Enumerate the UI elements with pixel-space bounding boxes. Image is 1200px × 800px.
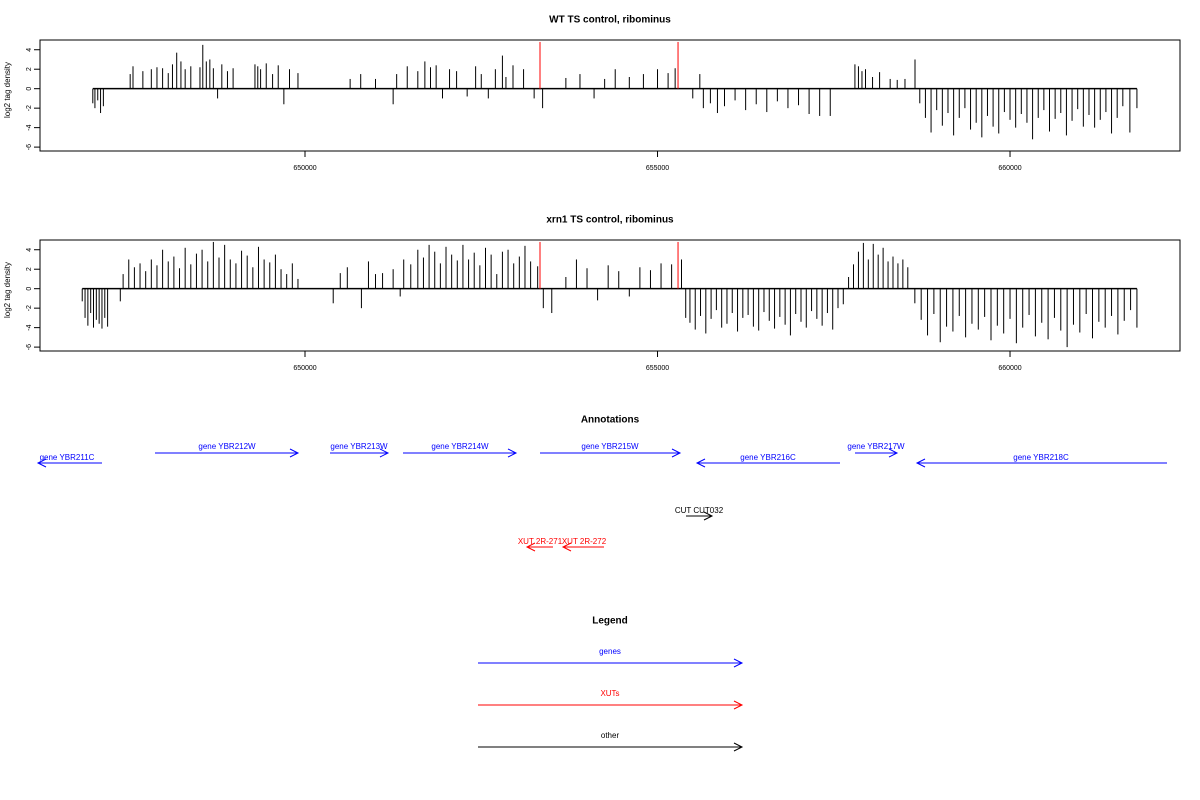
y-axis-label: log2 tag density: [3, 262, 12, 318]
y-tick-label: -4: [26, 124, 33, 130]
y-tick-label: 0: [26, 87, 33, 91]
annotation-label: gene YBR216C: [740, 453, 796, 462]
y-tick-label: 4: [26, 248, 33, 252]
y-tick-label: 2: [26, 67, 33, 71]
y-axis-label: log2 tag density: [3, 62, 12, 118]
annotation-label: gene YBR212W: [198, 442, 256, 451]
y-tick-label: 0: [26, 287, 33, 291]
annotation-arrow-head: [671, 448, 682, 458]
legend-arrow-head: [733, 658, 744, 668]
chart-title: WT TS control, ribominus: [549, 15, 671, 26]
legend-arrow-head: [733, 742, 744, 752]
annotation-arrow-head: [561, 542, 572, 552]
annotation-label: gene YBR218C: [1013, 453, 1069, 462]
annotations-title: Annotations: [581, 415, 640, 426]
y-tick-label: -6: [26, 144, 33, 150]
legend-arrow-head: [733, 700, 744, 710]
plot-frame: [39, 39, 1181, 152]
legend-label: genes: [599, 647, 621, 656]
x-tick-label: 650000: [293, 165, 316, 172]
annotation-arrow-head: [507, 448, 518, 458]
annotation-label: gene YBR213W: [330, 442, 388, 451]
y-tick-label: -2: [26, 105, 33, 111]
annotation-arrow-head: [695, 458, 706, 468]
chart-title: xrn1 TS control, ribominus: [546, 215, 674, 226]
annotation-arrow-head: [379, 448, 390, 458]
x-tick-label: 660000: [998, 365, 1021, 372]
annotation-label: gene YBR215W: [581, 442, 639, 451]
annotation-label: CUT CUT032: [675, 506, 724, 515]
annotation-arrow-head: [36, 458, 47, 468]
x-tick-label: 655000: [646, 165, 669, 172]
x-tick-label: 650000: [293, 365, 316, 372]
annotation-label: gene YBR211C: [40, 453, 95, 462]
y-tick-label: -6: [26, 344, 33, 350]
y-tick-label: -2: [26, 305, 33, 311]
annotation-label: XUT 2R-272: [562, 537, 607, 546]
annotation-arrow-head: [888, 448, 899, 458]
annotation-arrow-head: [915, 458, 926, 468]
y-tick-label: -4: [26, 324, 33, 330]
annotation-label: XUT 2R-271: [518, 537, 563, 546]
plot-frame: [39, 239, 1181, 352]
annotation-arrow-head: [703, 511, 714, 521]
annotation-label: gene YBR217W: [847, 442, 905, 451]
annotation-label: gene YBR214W: [431, 442, 489, 451]
x-tick-label: 660000: [998, 165, 1021, 172]
x-tick-label: 655000: [646, 365, 669, 372]
legend-label: other: [601, 731, 620, 740]
y-tick-label: 4: [26, 48, 33, 52]
legend-title: Legend: [592, 616, 628, 627]
y-tick-label: 2: [26, 267, 33, 271]
annotation-arrow-head: [525, 542, 536, 552]
annotation-arrow-head: [289, 448, 300, 458]
legend-label: XUTs: [600, 689, 619, 698]
